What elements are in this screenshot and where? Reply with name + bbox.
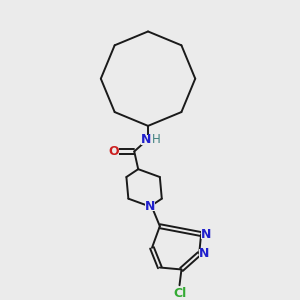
Bar xyxy=(152,135,160,144)
Bar xyxy=(109,146,118,156)
Text: N: N xyxy=(145,200,155,213)
Bar xyxy=(201,229,211,239)
Text: N: N xyxy=(201,228,211,241)
Text: N: N xyxy=(199,247,209,260)
Bar xyxy=(145,202,155,212)
Bar xyxy=(172,287,188,297)
Bar xyxy=(141,135,151,145)
Text: N: N xyxy=(141,133,151,146)
Text: O: O xyxy=(108,145,119,158)
Text: H: H xyxy=(152,133,160,146)
Text: Cl: Cl xyxy=(173,286,186,300)
Bar xyxy=(199,249,209,259)
